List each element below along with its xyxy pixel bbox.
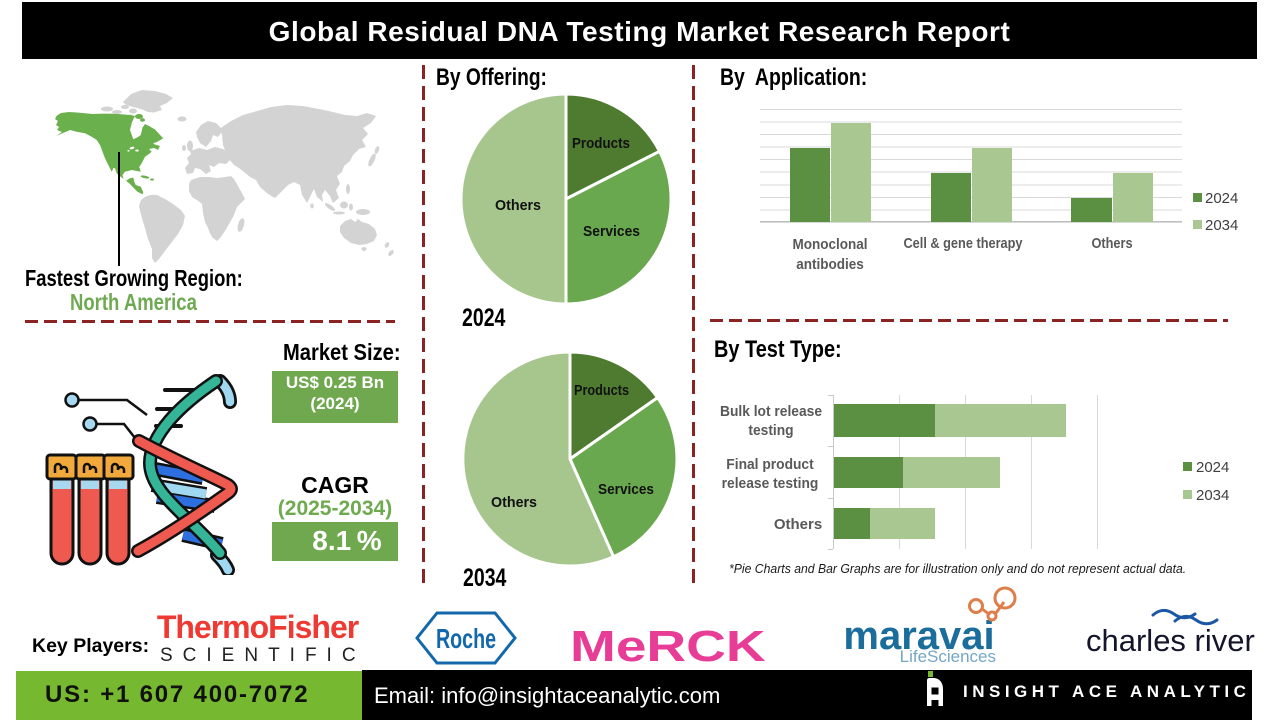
svg-text:Products: Products	[574, 382, 629, 399]
svg-text:Others: Others	[491, 494, 537, 511]
svg-text:Others: Others	[495, 197, 541, 214]
svg-text:Roche: Roche	[436, 623, 496, 654]
svg-text:Services: Services	[583, 223, 640, 240]
svg-text:Products: Products	[572, 135, 630, 152]
svg-text:Services: Services	[598, 481, 654, 498]
